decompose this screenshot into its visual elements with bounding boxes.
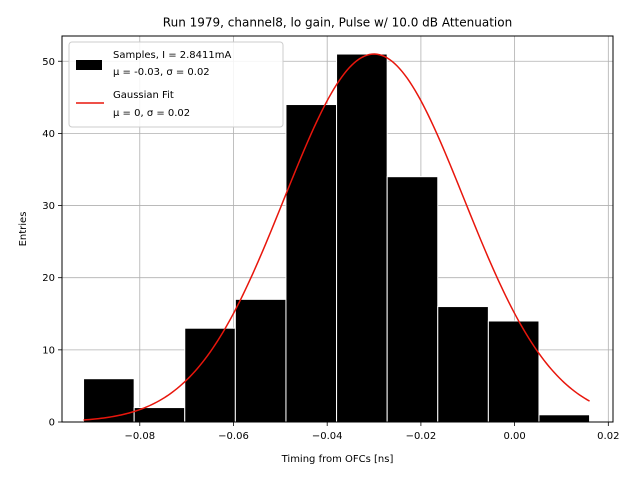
y-tick-label-4: 40 (42, 129, 55, 140)
histogram-bar-6 (386, 176, 439, 423)
y-tick-label-2: 20 (42, 273, 55, 284)
plot-frame (61, 35, 614, 423)
x-axis-label: Timing from OFCs [ns] (281, 454, 394, 465)
histogram-bar-3 (234, 298, 287, 423)
legend: Samples, I = 2.8411mA μ = -0.03, σ = 0.0… (68, 41, 284, 128)
gaussian-fit (83, 53, 590, 421)
x-tick-label-4: 0.00 (503, 431, 525, 442)
x-tick-label-3: −0.02 (406, 431, 437, 442)
y-tick-label-3: 30 (42, 201, 55, 212)
histogram-bar-1 (133, 407, 186, 423)
histogram-bar-4 (285, 104, 338, 423)
histogram-bars (83, 53, 591, 423)
legend-samples-label: Samples, I = 2.8411mA (113, 50, 231, 61)
gaussian-fit-curve (83, 53, 590, 421)
legend-fit-stats: μ = 0, σ = 0.02 (113, 108, 190, 119)
chart-title: Run 1979, channel8, lo gain, Pulse w/ 10… (163, 16, 512, 30)
x-tick-label-5: 0.02 (597, 431, 619, 442)
x-tick-label-0: −0.08 (124, 431, 155, 442)
legend-box (68, 41, 284, 128)
x-axis-ticks: −0.08 −0.06 −0.04 −0.02 0.00 0.02 (124, 422, 619, 442)
legend-samples-swatch (76, 60, 102, 70)
y-axis-ticks: 0 10 20 30 40 50 (42, 57, 62, 429)
y-tick-label-0: 0 (49, 418, 55, 429)
x-tick-label-1: −0.06 (218, 431, 249, 442)
histogram-bar-2 (184, 327, 236, 423)
histogram-bar-0 (83, 378, 135, 423)
legend-fit-label: Gaussian Fit (113, 90, 174, 101)
histogram-bar-7 (437, 306, 489, 423)
y-axis-label: Entries (18, 212, 29, 247)
y-tick-label-5: 50 (42, 57, 55, 68)
histogram-bar-8 (487, 320, 540, 423)
x-tick-label-2: −0.04 (312, 431, 343, 442)
histogram-bar-5 (336, 53, 388, 423)
histogram-bar-9 (538, 414, 591, 423)
legend-samples-stats: μ = -0.03, σ = 0.02 (113, 67, 210, 78)
y-tick-label-1: 10 (42, 345, 55, 356)
